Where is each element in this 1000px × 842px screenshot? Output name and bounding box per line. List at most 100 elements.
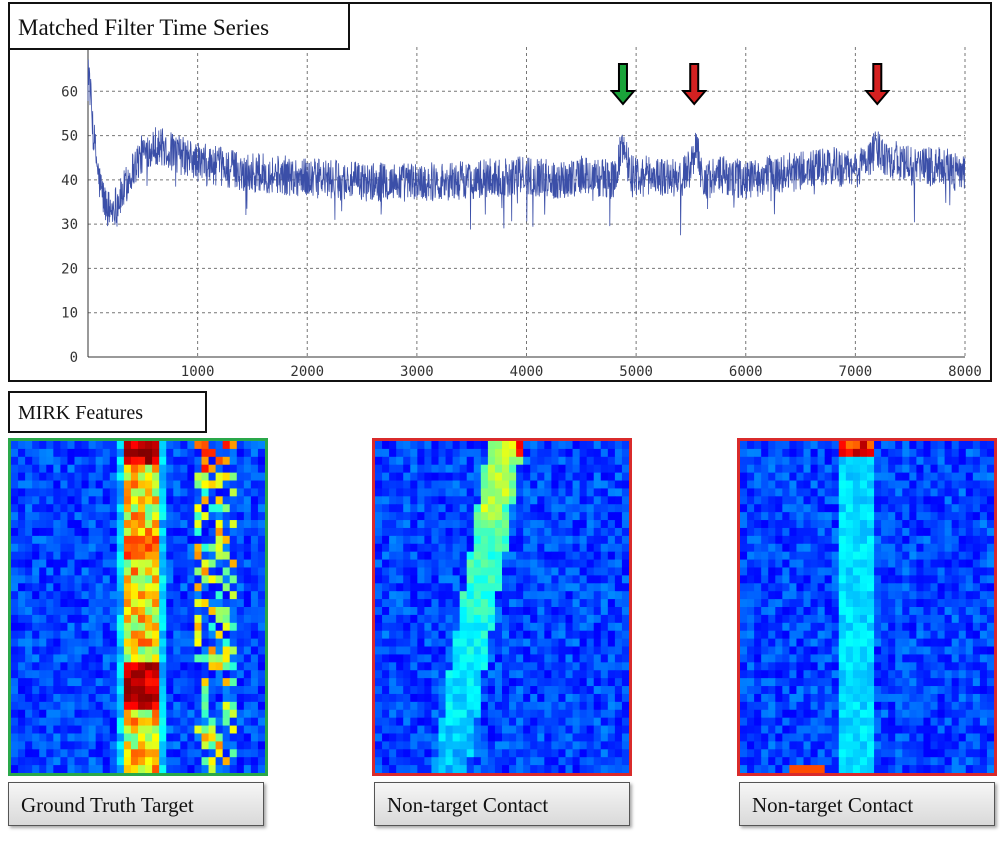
heatmap-cell — [516, 686, 524, 695]
heatmap-cell — [537, 464, 545, 474]
heatmap-cell — [403, 741, 411, 750]
heatmap-cell — [965, 456, 974, 466]
heatmap-cell — [930, 662, 939, 671]
heatmap-cell — [586, 757, 595, 766]
heatmap-cell — [621, 591, 629, 600]
heatmap-cell — [18, 464, 26, 474]
heatmap-cell — [222, 614, 231, 624]
heatmap-cell — [396, 488, 404, 497]
heatmap-cell — [516, 678, 524, 687]
heatmap-cell — [614, 575, 623, 584]
heatmap-cell — [222, 472, 231, 482]
heatmap-cell — [979, 591, 988, 600]
heatmap-cell — [123, 496, 132, 505]
heatmap-cell — [544, 591, 552, 600]
heatmap-cell — [438, 749, 447, 758]
heatmap-cell — [586, 630, 595, 640]
heatmap-cell — [466, 765, 475, 773]
heatmap-cell — [579, 583, 588, 592]
heatmap-cell — [895, 488, 903, 497]
heatmap-cell — [67, 599, 76, 608]
heatmap-cell — [138, 464, 146, 474]
heatmap-cell — [173, 591, 181, 600]
heatmap-cell — [123, 607, 132, 616]
heatmap-cell — [145, 662, 153, 671]
heatmap-cell — [445, 630, 454, 640]
heatmap-cell — [951, 559, 960, 569]
heatmap-cell — [109, 717, 118, 727]
heatmap-cell — [102, 701, 111, 711]
heatmap-cell — [923, 512, 932, 521]
heatmap-cell — [916, 741, 925, 750]
heatmap-cell — [881, 678, 889, 687]
heatmap-cell — [438, 678, 447, 687]
heatmap-cell — [544, 630, 552, 640]
heatmap-cell — [166, 678, 174, 687]
heatmap-cell — [775, 757, 783, 766]
heatmap-cell — [11, 441, 19, 450]
heatmap-cell — [222, 448, 231, 458]
heatmap-cell — [537, 662, 545, 671]
heatmap-cell — [410, 535, 418, 545]
heatmap-cell — [796, 464, 805, 474]
heatmap-cell — [881, 717, 889, 727]
heatmap-cell — [614, 551, 623, 561]
heatmap-cell — [459, 654, 468, 663]
heatmap-cell — [600, 678, 609, 687]
heatmap-cell — [937, 496, 946, 505]
heatmap-cell — [95, 567, 104, 576]
heatmap-cell — [74, 488, 83, 497]
heatmap-cell — [916, 662, 925, 671]
heatmap-cell — [222, 622, 231, 632]
heatmap-cell — [166, 733, 174, 742]
heatmap-cell — [600, 543, 609, 553]
heatmap-cell — [152, 622, 160, 632]
heatmap-cell — [445, 488, 454, 497]
heatmap-cell — [909, 701, 917, 711]
heatmap-cell — [923, 670, 932, 679]
heatmap-cell — [874, 543, 882, 553]
heatmap-cell — [382, 559, 390, 569]
heatmap-cell — [187, 670, 196, 679]
heatmap-cell — [208, 741, 217, 750]
heatmap-cell — [375, 591, 383, 600]
heatmap-cell — [761, 535, 769, 545]
heatmap-cell — [621, 757, 629, 766]
heatmap-cell — [53, 527, 61, 537]
heatmap-cell — [431, 504, 440, 513]
heatmap-cell — [972, 607, 981, 616]
heatmap-ground-truth — [8, 438, 268, 776]
heatmap-cell — [586, 551, 595, 561]
heatmap-cell — [243, 725, 252, 735]
heatmap-cell — [201, 575, 210, 584]
heatmap-cell — [951, 646, 960, 656]
heatmap-cell — [145, 717, 153, 727]
heatmap-cell — [930, 765, 939, 773]
heatmap-cell — [944, 725, 953, 735]
heatmap-cell — [845, 678, 854, 687]
heatmap-cell — [494, 591, 503, 600]
heatmap-cell — [551, 622, 560, 632]
heatmap-cell — [607, 591, 616, 600]
heatmap-cell — [459, 448, 468, 458]
heatmap-cell — [187, 496, 196, 505]
heatmap-cell — [768, 622, 776, 632]
heatmap-cell — [424, 535, 433, 545]
heatmap-cell — [944, 575, 953, 584]
heatmap-cell — [487, 662, 496, 671]
heatmap-cell — [102, 496, 111, 505]
heatmap-cell — [740, 709, 748, 719]
heatmap-cell — [389, 638, 397, 648]
heatmap-cell — [930, 725, 939, 735]
mirk-features-label: MIRK Features — [8, 391, 207, 433]
heatmap-cell — [754, 448, 762, 458]
heatmap-cell — [236, 725, 245, 735]
heatmap-cell — [417, 520, 425, 529]
heatmap-cell — [88, 543, 97, 553]
heatmap-cell — [410, 717, 418, 727]
heatmap-cell — [452, 638, 461, 648]
heatmap-cell — [250, 480, 259, 490]
heatmap-cell — [389, 709, 397, 719]
heatmap-cell — [775, 709, 783, 719]
heatmap-cell — [831, 686, 840, 695]
